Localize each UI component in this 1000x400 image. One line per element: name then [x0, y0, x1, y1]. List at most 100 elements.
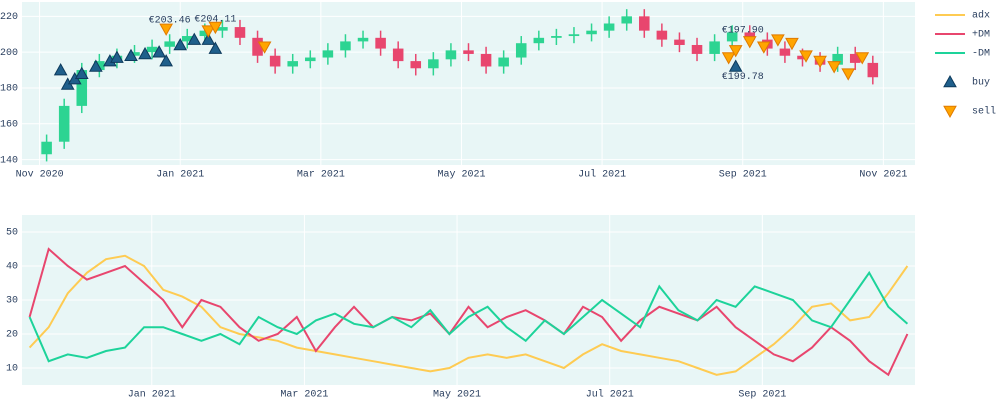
x-tick-label: Mar 2021: [280, 390, 328, 400]
candle-body: [269, 55, 281, 67]
signal-marker: [208, 21, 223, 35]
legend-label: +DM: [972, 30, 990, 41]
legend-item: -DM: [935, 49, 990, 60]
signal-marker: [728, 45, 743, 58]
x-tick-label: Jan 2021: [128, 390, 176, 400]
candle-body: [76, 70, 88, 106]
candle-body: [586, 30, 597, 35]
signal-marker: [799, 50, 813, 63]
signal-marker: [855, 52, 870, 65]
candle-body: [428, 59, 439, 69]
signal-marker: [138, 46, 152, 60]
signal-marker: [728, 59, 743, 72]
candle-body: [410, 61, 422, 69]
y-tick-label: 140: [0, 155, 18, 166]
candle-body: [726, 32, 738, 42]
annotation: €199.78: [722, 72, 764, 83]
candle-body: [164, 41, 175, 47]
line-series: [28, 254, 909, 376]
y-tick-label: 180: [0, 84, 18, 95]
legend-label: buy: [972, 77, 990, 89]
signal-marker: [208, 41, 223, 54]
x-tick-label: May 2021: [437, 170, 485, 181]
candle-body: [392, 48, 404, 62]
candle-body: [744, 32, 756, 40]
signal-marker: [771, 34, 785, 47]
y-tick-label: 220: [0, 12, 18, 23]
candle-body: [94, 61, 105, 71]
candle-body: [305, 57, 316, 62]
candle-body: [252, 37, 263, 56]
candle-body: [691, 44, 703, 54]
signal-marker: [785, 37, 799, 51]
signal-marker: [257, 41, 272, 54]
y-tick-label: 160: [0, 119, 18, 130]
x-tick-label: Sep 2021: [738, 390, 786, 400]
x-tick-label: Mar 2021: [297, 170, 345, 181]
y-tick-label: 50: [6, 228, 18, 239]
legend-swatch: [943, 105, 957, 119]
candle-body: [234, 27, 246, 38]
candle-body: [357, 37, 369, 42]
candle-body: [217, 27, 228, 31]
candle-body: [146, 46, 158, 53]
candle-body: [58, 105, 70, 142]
signal-marker: [813, 55, 827, 69]
candle-body: [480, 53, 492, 67]
candle-body: [568, 34, 580, 37]
x-tick-label: May 2021: [433, 390, 481, 400]
legend-item: sell: [943, 105, 996, 119]
plot-background: [22, 2, 915, 165]
candle-body: [515, 43, 527, 58]
candle-body: [779, 48, 791, 56]
x-tick-label: Jul 2021: [578, 169, 626, 181]
candle-body: [445, 50, 457, 60]
annotation: €197.90: [722, 26, 764, 37]
signal-marker: [124, 48, 138, 62]
candle-body: [797, 55, 808, 60]
legend-label: -DM: [972, 49, 990, 60]
candle-body: [375, 37, 386, 49]
y-tick-label: 10: [6, 364, 18, 375]
signal-marker: [159, 23, 173, 36]
signal-marker: [152, 45, 166, 58]
annotation: €203.46: [149, 16, 191, 27]
signal-marker: [201, 25, 216, 38]
x-tick-label: Jul 2021: [586, 389, 634, 400]
line-series: [28, 270, 909, 363]
candle-body: [551, 36, 562, 38]
candle-body: [41, 141, 52, 155]
candle-body: [639, 16, 650, 31]
y-tick-label: 200: [0, 48, 18, 59]
annotation: €204.11: [194, 14, 236, 25]
candle-body: [498, 57, 509, 67]
legend-item: buy: [943, 74, 990, 89]
x-tick-label: Nov 2021: [859, 170, 907, 181]
signal-marker: [110, 50, 124, 63]
candle-body: [656, 30, 668, 40]
candle-body: [322, 50, 334, 58]
candle-body: [340, 41, 351, 51]
legend-label: sell: [972, 106, 996, 118]
signal-marker: [159, 54, 173, 67]
signal-marker: [742, 36, 757, 49]
signal-marker: [173, 37, 188, 51]
candle-body: [533, 37, 545, 44]
x-tick-label: Sep 2021: [719, 170, 767, 181]
signal-marker: [721, 52, 736, 65]
x-tick-label: Nov 2020: [16, 170, 64, 181]
signal-marker: [53, 63, 68, 76]
candle-body: [867, 62, 879, 78]
candle-body: [621, 16, 632, 24]
candle-body: [849, 53, 861, 63]
signal-marker: [756, 41, 771, 54]
signal-marker: [841, 68, 856, 81]
y-tick-label: 30: [6, 296, 18, 307]
candle-body: [463, 50, 474, 54]
legend-item: +DM: [935, 30, 990, 41]
signal-marker: [827, 61, 841, 74]
signal-marker: [201, 32, 216, 45]
signal-marker: [88, 59, 103, 72]
candle-body: [199, 30, 211, 37]
